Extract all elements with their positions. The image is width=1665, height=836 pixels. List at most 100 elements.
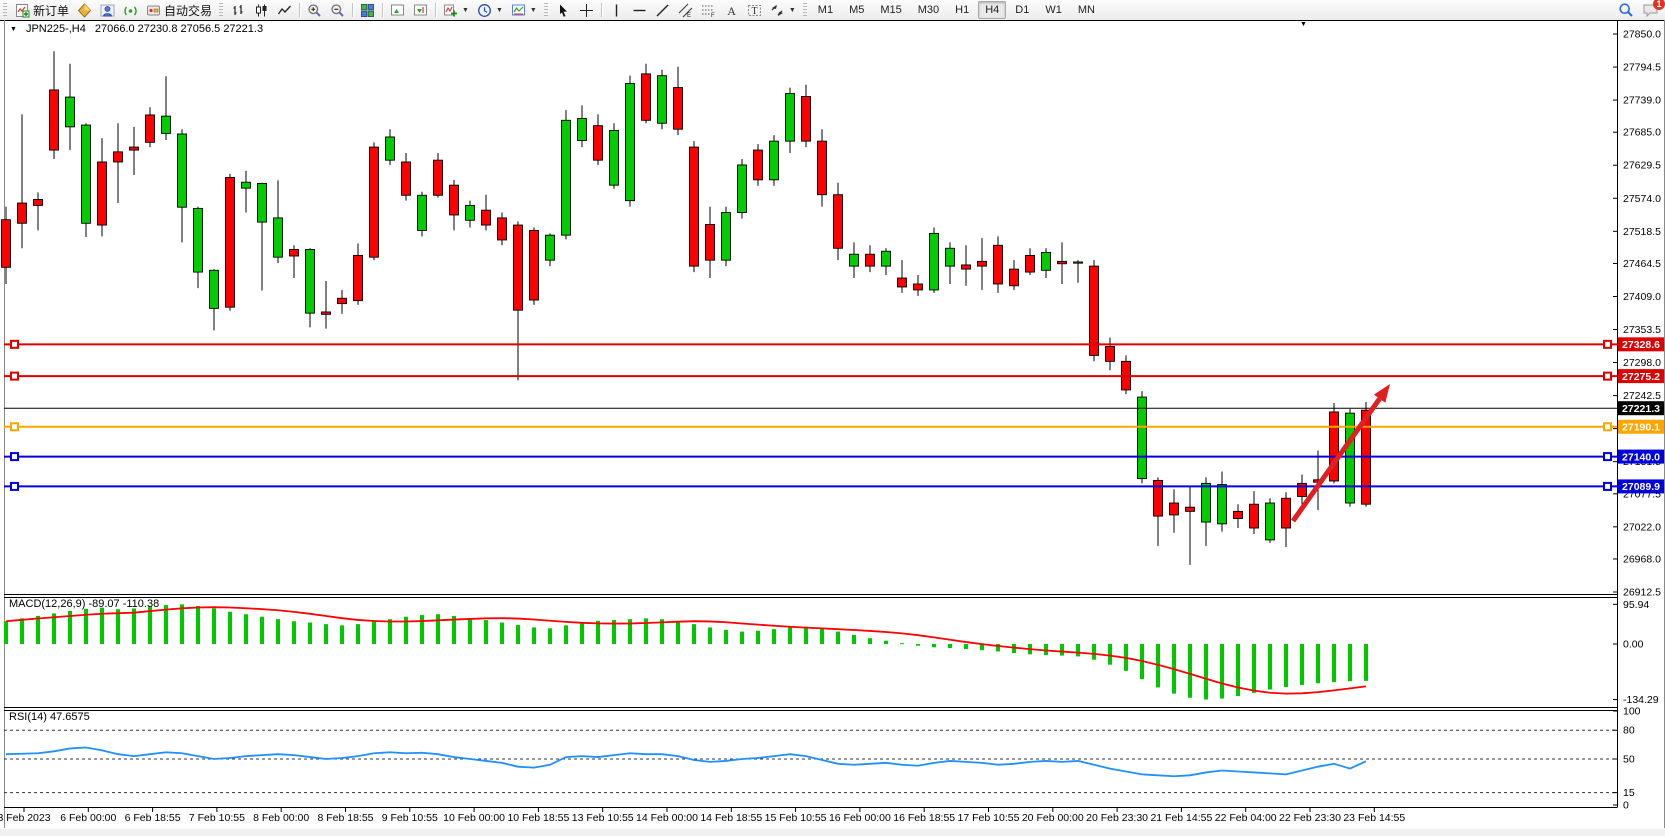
cursor-button[interactable]: [552, 0, 575, 20]
trend-arrow-line[interactable]: [1290, 397, 1382, 523]
line-anchor-marker[interactable]: [10, 339, 19, 349]
candle-body: [81, 124, 91, 224]
line-anchor-marker[interactable]: [10, 422, 19, 432]
price-badge: [1618, 369, 1664, 384]
market-watch-button[interactable]: [73, 0, 96, 20]
tile-windows-button[interactable]: [356, 0, 379, 20]
candle-body: [1233, 510, 1243, 519]
candle-body: [1217, 484, 1227, 525]
chevron-down-icon: ▼: [788, 6, 796, 14]
bar-chart-button[interactable]: [227, 0, 250, 20]
candle-body: [449, 184, 459, 216]
line-anchor-marker[interactable]: [1603, 452, 1612, 462]
macd-histogram-bar: [20, 618, 24, 644]
label-button[interactable]: T: [743, 0, 766, 20]
label-icon: T: [747, 4, 761, 17]
price-badge-label: 27089.9: [1622, 481, 1660, 493]
candle-body: [881, 250, 891, 267]
chart-corner-arrow-icon[interactable]: ▼: [1300, 21, 1307, 28]
notification-button[interactable]: 1: [1642, 0, 1665, 18]
macd-histogram-bar: [596, 620, 600, 644]
candle-body: [1201, 482, 1211, 523]
macd-histogram-bar: [580, 622, 584, 644]
macd-histogram-bar: [804, 626, 808, 644]
indicators-button[interactable]: ▼: [439, 0, 473, 20]
line-anchor-marker[interactable]: [10, 371, 19, 381]
macd-histogram-bar: [4, 621, 8, 644]
arrange-windows-button[interactable]: [386, 0, 409, 20]
macd-histogram-bar: [292, 621, 296, 644]
timeframe-button-mn[interactable]: MN: [1077, 4, 1095, 16]
time-axis-label: 8 Feb 00:00: [253, 812, 309, 824]
horizontal-line-button[interactable]: [628, 0, 651, 20]
fibonacci-button[interactable]: F: [697, 0, 720, 20]
line-anchor-marker[interactable]: [1603, 422, 1612, 432]
macd-histogram-bar: [68, 610, 72, 644]
timeframe-button-m5[interactable]: M5: [849, 4, 865, 16]
signal-button[interactable]: [119, 0, 142, 20]
tile-windows-icon: [361, 3, 375, 17]
line-anchor-marker[interactable]: [1603, 339, 1612, 349]
toolbar-grip[interactable]: [219, 3, 224, 17]
timeframe-button-m30[interactable]: M30: [917, 4, 940, 16]
svg-text:A: A: [727, 4, 736, 18]
timeframe-button-m1[interactable]: M1: [817, 4, 834, 16]
search-icon[interactable]: [1618, 2, 1634, 18]
macd-histogram-bar: [1268, 644, 1272, 690]
toolbar-separator: [352, 3, 354, 17]
timeframe-button-h1[interactable]: H1: [955, 4, 970, 16]
arrange-cascade-button[interactable]: [409, 0, 432, 20]
candle-body: [49, 89, 59, 151]
trendline-button[interactable]: [651, 0, 674, 20]
candle-body: [1281, 497, 1291, 529]
price-axis-label: 27850.0: [1623, 29, 1661, 41]
candle-body: [241, 181, 251, 189]
vertical-line-button[interactable]: [605, 0, 628, 20]
new-order-label: 新订单: [33, 3, 70, 18]
candlestick-icon: [256, 4, 267, 16]
line-anchor-marker[interactable]: [1603, 481, 1612, 491]
channel-button[interactable]: E: [674, 0, 697, 20]
timeframe-button-w1[interactable]: W1: [1045, 4, 1062, 16]
line-anchor-marker[interactable]: [10, 481, 19, 491]
crosshair-button[interactable]: [575, 0, 598, 20]
template-button[interactable]: ▼: [507, 0, 541, 20]
shapes-button[interactable]: ▼: [766, 0, 800, 20]
fibonacci-icon: F: [701, 5, 715, 18]
time-axis-label: 16 Feb 00:00: [829, 812, 891, 824]
macd-histogram-bar: [1252, 644, 1256, 693]
text-button[interactable]: A: [720, 0, 743, 20]
autotrading-button[interactable]: 自动交易: [142, 0, 216, 20]
new-order-button[interactable]: 新订单: [11, 0, 73, 20]
period-clock-button[interactable]: ▼: [473, 0, 507, 20]
rsi-axis-label: 100: [1623, 706, 1641, 718]
candle-body: [689, 146, 699, 267]
candle-body: [625, 82, 635, 202]
timeframe-button-d1[interactable]: D1: [1015, 4, 1030, 16]
candlestick-button[interactable]: [250, 0, 273, 20]
candle-body: [353, 254, 363, 302]
line-anchor-marker[interactable]: [10, 452, 19, 462]
toolbar-grip[interactable]: [543, 3, 548, 17]
notification-count-badge: 1: [1653, 0, 1665, 10]
macd-histogram-bar: [180, 604, 184, 644]
toolbar-grip[interactable]: [802, 3, 807, 17]
line-chart-button[interactable]: [273, 0, 296, 20]
timeframe-button-m15[interactable]: M15: [880, 4, 902, 16]
chart-dropdown-icon[interactable]: ▼: [10, 26, 17, 33]
zoom-in-button[interactable]: [303, 0, 326, 20]
macd-histogram-bar: [84, 608, 88, 644]
macd-indicator-label: MACD(12,26,9) -89.07 -110.38: [9, 598, 160, 610]
candle-body: [305, 249, 315, 314]
rsi-axis-label: 80: [1623, 725, 1635, 737]
toolbar-grip[interactable]: [3, 3, 7, 17]
zoom-out-button[interactable]: [326, 0, 349, 20]
candle-body: [833, 194, 843, 249]
profile-button[interactable]: [96, 0, 119, 20]
line-anchor-marker[interactable]: [1603, 371, 1612, 381]
chart-title[interactable]: ▼ JPN225-,H4 27066.0 27230.8 27056.5 272…: [10, 23, 263, 35]
trend-arrow-head[interactable]: [1373, 384, 1390, 403]
timeframe-button-h4[interactable]: H4: [978, 1, 1007, 19]
